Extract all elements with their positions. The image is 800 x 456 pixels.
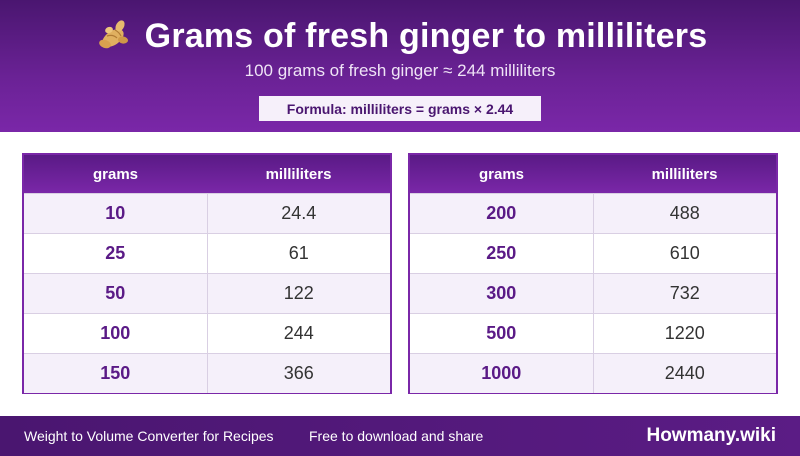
footer-app-name: Weight to Volume Converter for Recipes [24,428,274,444]
table-header: grams milliliters [410,155,776,193]
milliliters-cell: 24.4 [281,203,317,223]
milliliters-cell: 1220 [664,323,705,343]
grams-cell: 250 [410,234,594,273]
table-row: 300 732 [410,273,776,313]
footer-bar: Weight to Volume Converter for Recipes F… [0,416,800,456]
milliliters-cell: 366 [283,363,314,383]
milliliters-cell: 244 [283,323,314,343]
grams-cell: 25 [24,234,208,273]
milliliters-cell: 732 [669,283,700,303]
column-header-milliliters: milliliters [651,165,718,183]
milliliters-cell: 61 [288,243,309,263]
footer-brand-link[interactable]: Howmany.wiki [646,425,776,446]
header-banner: Grams of fresh ginger to milliliters 100… [0,0,800,132]
table-row: 50 122 [24,273,390,313]
title-row: Grams of fresh ginger to milliliters [0,14,800,58]
grams-cell: 500 [410,314,594,353]
table-row: 10 24.4 [24,193,390,233]
footer-note: Free to download and share [309,428,484,444]
table-row: 150 366 [24,353,390,393]
page-title: Grams of fresh ginger to milliliters [144,16,708,55]
ginger-root-icon [93,14,133,59]
table-row: 1000 2440 [410,353,776,393]
table-body: 10 24.4 25 61 50 122 100 244 150 366 [24,193,390,393]
milliliters-cell: 2440 [664,363,705,383]
table-header: grams milliliters [24,155,390,193]
milliliters-cell: 488 [669,203,700,223]
column-header-grams: grams [478,165,525,183]
table-row: 250 610 [410,233,776,273]
table-body: 200 488 250 610 300 732 500 1220 1000 24… [410,193,776,393]
table-row: 25 61 [24,233,390,273]
grams-cell: 150 [24,354,208,393]
table-row: 100 244 [24,313,390,353]
formula-badge: Formula: milliliters = grams × 2.44 [259,96,541,121]
milliliters-cell: 122 [283,283,314,303]
table-row: 200 488 [410,193,776,233]
grams-cell: 100 [24,314,208,353]
grams-cell: 50 [24,274,208,313]
grams-cell: 300 [410,274,594,313]
grams-cell: 10 [24,194,208,233]
table-row: 500 1220 [410,313,776,353]
column-header-grams: grams [92,165,139,183]
page-subtitle: 100 grams of fresh ginger ≈ 244 millilit… [244,61,556,80]
milliliters-cell: 610 [669,243,700,263]
grams-cell: 1000 [410,354,594,393]
conversion-table-right: grams milliliters 200 488 250 610 300 73… [408,153,778,394]
column-header-milliliters: milliliters [265,165,332,183]
conversion-table-left: grams milliliters 10 24.4 25 61 50 122 1… [22,153,392,394]
grams-cell: 200 [410,194,594,233]
